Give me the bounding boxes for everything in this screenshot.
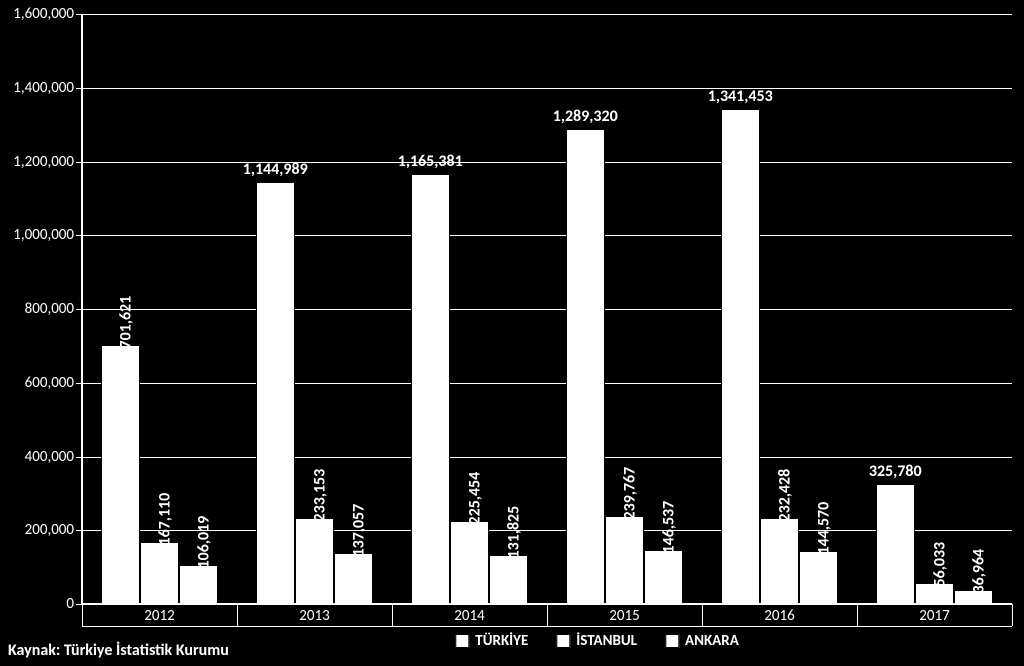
- bar: [450, 521, 489, 604]
- bar-data-label: 325,780: [869, 462, 922, 481]
- y-tick-label: 600,000: [25, 374, 74, 392]
- bar: [721, 109, 760, 604]
- y-tick-label: 200,000: [25, 521, 74, 539]
- bar: [295, 518, 334, 604]
- bar-data-label: 701,621: [116, 296, 135, 349]
- x-tick-label: 2013: [299, 607, 329, 625]
- x-divider: [702, 604, 703, 626]
- plot-area: 701,621 167,110 106,019 1,144,989 233,153 137…: [82, 14, 1012, 604]
- bar: [489, 555, 528, 604]
- bar-data-label: 232,428: [776, 469, 795, 522]
- legend-swatch: [665, 634, 679, 648]
- x-divider: [82, 604, 83, 626]
- x-divider: [547, 604, 548, 626]
- x-divider: [857, 604, 858, 626]
- bar-data-label: 1,341,453: [708, 87, 773, 106]
- bar-data-label: 56,033: [931, 542, 950, 587]
- y-axis-line: [81, 14, 83, 604]
- bar: [140, 542, 179, 604]
- gridline: [82, 309, 1012, 310]
- bar: [876, 484, 915, 604]
- x-divider: [1012, 604, 1013, 626]
- legend-label: TÜRKİYE: [475, 632, 528, 650]
- gridline: [82, 235, 1012, 236]
- bar-data-label: 1,165,381: [398, 152, 463, 171]
- x-tick-label: 2015: [609, 607, 639, 625]
- bar: [411, 174, 450, 604]
- y-tick-label: 1,000,000: [13, 226, 74, 244]
- bar: [799, 551, 838, 604]
- legend-item: TÜRKİYE: [455, 632, 528, 650]
- bar: [566, 129, 605, 604]
- legend: TÜRKİYE İSTANBUL ANKARA: [455, 632, 738, 650]
- bar-chart: 701,621 167,110 106,019 1,144,989 233,153 137…: [0, 0, 1024, 666]
- x-divider: [392, 604, 393, 626]
- gridline: [82, 14, 1012, 15]
- x-label-strip-bottom: [82, 626, 1012, 627]
- bar-data-label: 167,110: [156, 493, 175, 546]
- bar-data-label: 146,537: [660, 501, 679, 554]
- legend-swatch: [556, 634, 570, 648]
- legend-swatch: [455, 634, 469, 648]
- bar: [101, 345, 140, 604]
- bar: [256, 182, 295, 604]
- x-tick-label: 2014: [454, 607, 484, 625]
- legend-item: ANKARA: [665, 632, 739, 650]
- bar: [179, 565, 218, 604]
- gridline: [82, 530, 1012, 531]
- x-tick-label: 2017: [919, 607, 949, 625]
- legend-item: İSTANBUL: [556, 632, 637, 650]
- gridline: [82, 88, 1012, 89]
- legend-label: İSTANBUL: [576, 632, 637, 650]
- bar-data-label: 1,289,320: [553, 107, 618, 126]
- legend-label: ANKARA: [685, 632, 739, 650]
- bar: [605, 516, 644, 604]
- y-tick-label: 1,200,000: [13, 153, 74, 171]
- x-tick-label: 2012: [144, 607, 174, 625]
- y-tick-label: 800,000: [25, 300, 74, 318]
- bar-data-label: 131,825: [505, 506, 524, 559]
- x-divider: [237, 604, 238, 626]
- x-tick-label: 2016: [764, 607, 794, 625]
- gridline: [82, 162, 1012, 163]
- bar-data-label: 225,454: [466, 472, 485, 525]
- bar: [334, 553, 373, 604]
- y-tick-label: 1,400,000: [13, 79, 74, 97]
- bar-data-label: 239,767: [621, 466, 640, 519]
- bar-data-label: 106,019: [195, 516, 214, 569]
- gridline: [82, 383, 1012, 384]
- bar-data-label: 1,144,989: [243, 160, 308, 179]
- bar-data-label: 36,964: [970, 549, 989, 594]
- bar-data-label: 144,570: [815, 501, 834, 554]
- bar: [760, 518, 799, 604]
- bar-data-label: 233,153: [311, 469, 330, 522]
- y-tick-label: 1,600,000: [13, 5, 74, 23]
- bar-data-label: 137,057: [350, 504, 369, 557]
- source-note: Kaynak: Türkiye İstatistik Kurumu: [8, 641, 229, 660]
- y-tick-label: 400,000: [25, 448, 74, 466]
- bar: [644, 550, 683, 604]
- y-tick-label: 0: [66, 595, 74, 613]
- gridline: [82, 457, 1012, 458]
